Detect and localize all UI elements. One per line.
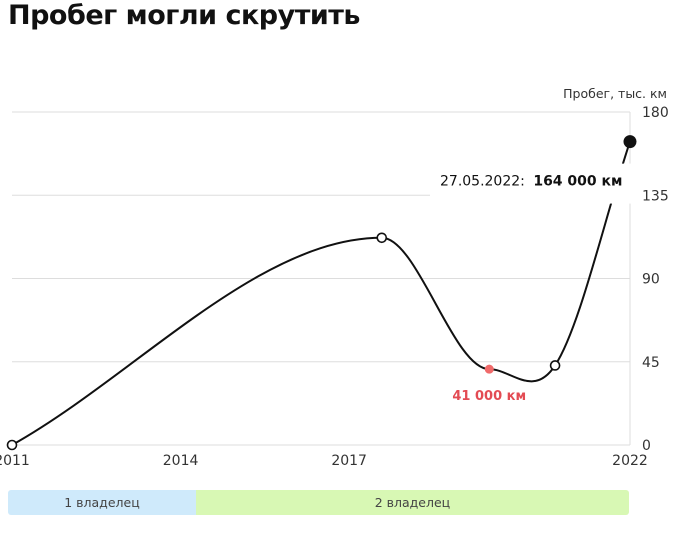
chart-title: Пробег могли скрутить — [8, 0, 361, 31]
owner-segment-1: 1 владелец — [8, 490, 196, 515]
x-tick-labels: 2011 2014 2017 2022 — [0, 453, 648, 469]
point-marker — [549, 360, 561, 371]
grid-lines — [12, 111, 631, 446]
point-marker — [376, 232, 388, 244]
y-tick-45: 45 — [642, 355, 660, 371]
y-tick-labels: 0 45 90 135 180 — [642, 105, 669, 454]
y-tick-90: 90 — [642, 272, 660, 288]
owners-bar: 1 владелец 2 владелец — [8, 490, 629, 515]
y-tick-0: 0 — [642, 438, 651, 454]
data-points — [6, 135, 637, 451]
y-axis-label: Пробег, тыс. км — [563, 86, 667, 101]
x-tick-2011: 2011 — [0, 453, 30, 469]
callout-value: 164 000 км — [533, 174, 622, 190]
mileage-line — [11, 140, 631, 446]
owner-segment-2: 2 владелец — [195, 490, 629, 515]
x-tick-2017: 2017 — [331, 453, 367, 469]
value-callout: 27.05.2022: 164 000 км — [430, 163, 632, 204]
low-point-marker — [484, 364, 494, 374]
callout-text: 27.05.2022: 164 000 км — [440, 174, 622, 190]
callout-background — [430, 163, 632, 204]
y-tick-135: 135 — [642, 188, 669, 204]
point-marker — [6, 439, 18, 451]
y-tick-180: 180 — [642, 105, 669, 121]
callout-date: 27.05.2022: — [440, 174, 525, 190]
last-point-marker — [623, 135, 637, 149]
low-point-label: 41 000 км — [452, 389, 526, 404]
x-tick-2014: 2014 — [163, 453, 199, 469]
x-tick-2022: 2022 — [612, 453, 648, 469]
